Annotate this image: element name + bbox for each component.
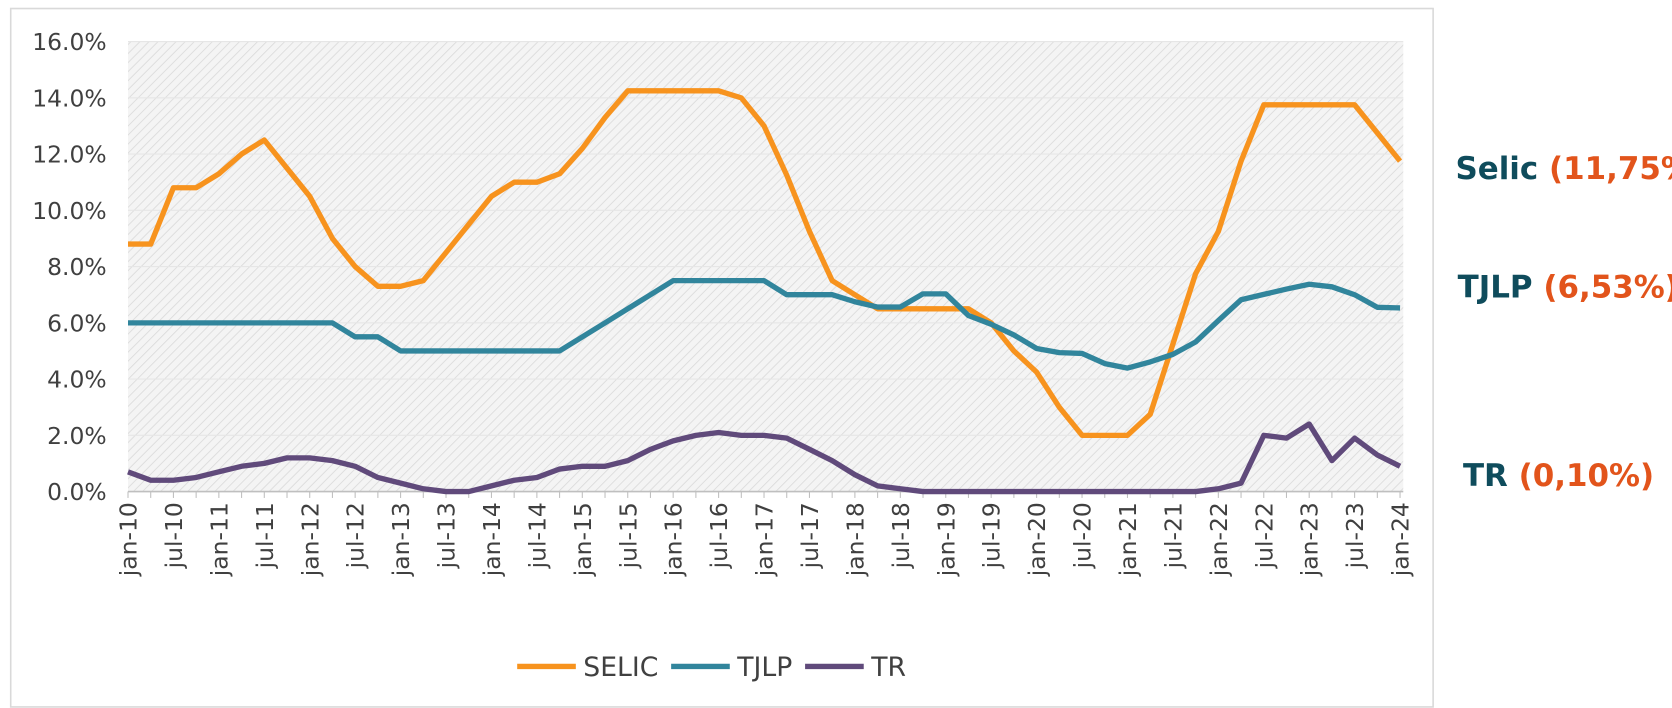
series-line (127, 421, 1402, 495)
annotation-value: (6,53%) (1543, 269, 1672, 305)
x-tick-label: jan-13 (387, 502, 415, 577)
annotation-name: Selic (1456, 151, 1539, 187)
y-tick-label: 10.0% (32, 197, 106, 225)
y-tick-label: 0.0% (47, 478, 107, 506)
x-tick-label: jan-17 (751, 502, 779, 577)
x-tick-label: jul-15 (614, 502, 642, 569)
series-line (127, 88, 1403, 439)
x-tick-label: jan-11 (205, 502, 233, 577)
chart-border (9, 7, 1434, 708)
annotation-gap (1533, 269, 1544, 305)
x-tick-label: jan-22 (1205, 502, 1233, 577)
x-tick-label: jul-23 (1341, 502, 1369, 569)
annotation: TJLP (6,53%) (1458, 269, 1672, 305)
annotation-name: TR (1463, 458, 1508, 494)
x-tick-label: jan-18 (841, 502, 869, 577)
x-tick-label: jul-20 (1069, 502, 1097, 569)
x-tick-label: jan-10 (115, 502, 143, 577)
x-tick-label: jul-12 (342, 502, 370, 569)
x-tick-label: jan-15 (569, 502, 597, 577)
y-tick-label: 16.0% (32, 28, 106, 56)
y-tick-label: 12.0% (32, 141, 106, 169)
x-tick-label: jul-17 (796, 502, 824, 569)
x-tick-label: jan-16 (660, 502, 688, 577)
x-tick-label: jul-13 (433, 502, 461, 569)
series-line (127, 277, 1401, 371)
y-tick-label: 2.0% (47, 422, 107, 450)
y-tick-label: 4.0% (47, 366, 107, 394)
y-tick-label: 6.0% (47, 309, 107, 337)
x-tick-label: jul-10 (160, 502, 188, 569)
x-tick-label: jan-14 (478, 502, 506, 577)
annotation-gap (1508, 458, 1519, 494)
x-tick-label: jan-12 (296, 502, 324, 577)
x-tick-label: jan-19 (932, 502, 960, 577)
x-tick-label: jul-21 (1159, 502, 1187, 569)
legend: SELIC TJLP TR (517, 652, 906, 683)
x-tick-label: jan-21 (1114, 502, 1142, 577)
x-tick-label: jul-18 (887, 502, 915, 569)
y-tick-label: 14.0% (32, 84, 106, 112)
legend-label: TJLP (736, 652, 792, 683)
annotation: TR (0,10%) (1463, 458, 1654, 494)
x-tick-label: jan-24 (1387, 502, 1415, 577)
annotation-value: (11,75%) (1549, 151, 1672, 187)
x-tick-label: jul-19 (978, 502, 1006, 569)
x-tick-label: jul-11 (251, 502, 279, 569)
legend-label: SELIC (583, 652, 658, 683)
annotation: Selic (11,75%) (1456, 151, 1672, 187)
annotation-gap (1538, 151, 1549, 187)
x-tick-label: jul-22 (1250, 502, 1278, 569)
x-tick-label: jan-23 (1296, 502, 1324, 577)
x-tick-label: jan-20 (1023, 502, 1051, 577)
x-tick-label: jul-14 (523, 502, 551, 569)
y-tick-label: 8.0% (47, 253, 107, 281)
annotation-value: (0,10%) (1519, 458, 1654, 494)
x-tick-label: jul-16 (705, 502, 733, 569)
legend-label: TR (870, 652, 906, 683)
annotation-name: TJLP (1458, 269, 1533, 305)
